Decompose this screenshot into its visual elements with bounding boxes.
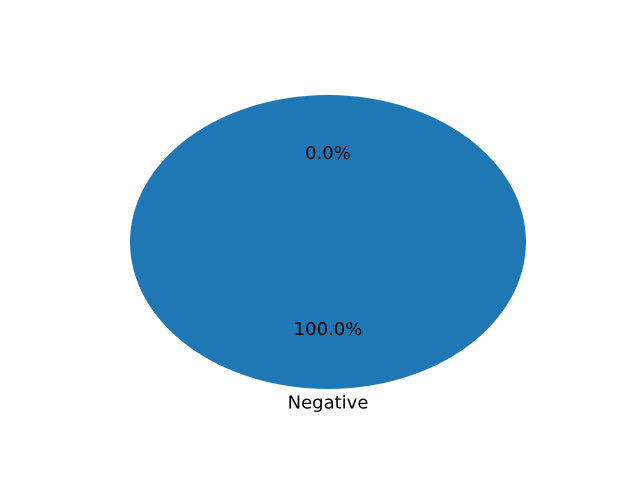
pie-labels: 0.0% 100.0% Negative xyxy=(288,143,369,414)
pie-slices xyxy=(130,95,526,389)
pie-slice-1 xyxy=(130,95,526,389)
pie-percent-label-1: 100.0% xyxy=(294,319,363,340)
pie-percent-label-0: 0.0% xyxy=(305,143,351,164)
pie-category-label-1: Negative xyxy=(288,393,369,414)
